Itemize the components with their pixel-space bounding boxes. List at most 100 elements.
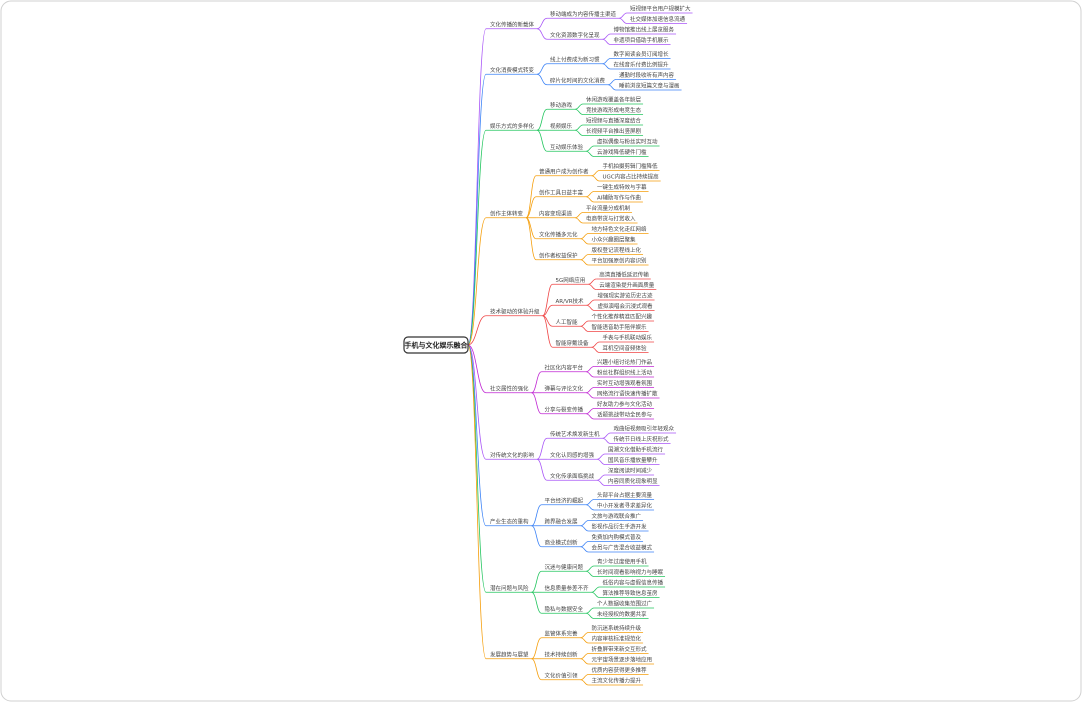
topic-label: 5G网络应用: [556, 276, 586, 284]
topic-link: [607, 84, 617, 91]
leaf-label: 元宇宙场景逐步落地应用: [592, 656, 653, 664]
leaf-label: 小众兴趣圈层聚集: [592, 236, 637, 244]
topic-label: 普通用户成为创作者: [539, 167, 589, 175]
leaf-label: 免费加内购模式普及: [592, 533, 642, 541]
leaf-label: 头部平台占据主要流量: [597, 491, 653, 499]
topic-label: 智能穿戴设备: [556, 339, 590, 347]
leaf-label: 云端渲染提升画面质量: [599, 281, 655, 289]
topic-label: 文化传承面临挑战: [550, 472, 595, 480]
leaf-label: 竞技游戏形成电竞生态: [586, 106, 642, 114]
topic-label: 人工智能: [556, 318, 579, 326]
topic-label: 跨界融合发展: [545, 517, 579, 525]
topic-label: 文化价值引领: [545, 671, 579, 679]
leaf-label: 云游戏降低硬件门槛: [597, 148, 647, 156]
branch-link: [531, 637, 542, 660]
root-link: [467, 217, 487, 346]
root-link: [467, 315, 487, 346]
branch-label: 对传统文化的影响: [490, 451, 535, 459]
topic-link: [580, 658, 589, 665]
topic-link: [585, 150, 595, 157]
topic-link: [596, 458, 606, 465]
leaf-label: 睡前浏览短篇文章与漫画: [619, 82, 680, 90]
topic-label: 移动游戏: [550, 101, 573, 109]
leaf-label: 通勤时段收听有声内容: [619, 71, 675, 79]
topic-link: [574, 108, 584, 115]
topic-link: [602, 38, 611, 45]
leaf-label: 粉丝社群组织线上活动: [597, 369, 653, 377]
branch-link: [542, 304, 553, 317]
leaf-label: 戏曲短视频吸引年轻观众: [614, 425, 675, 433]
topic-link: [580, 679, 589, 686]
branch-label: 娱乐方式的多样化: [490, 122, 535, 130]
branch-link: [536, 17, 548, 30]
leaf-label: 会员与广告混合收益模式: [592, 544, 653, 552]
leaf-label: 中小开发者寻求差异化: [597, 502, 653, 510]
leaf-label: 好友助力参与文化活动: [597, 400, 653, 408]
branch-link: [525, 175, 537, 219]
topic-label: 监管体系完善: [545, 629, 579, 637]
branch-label: 技术驱动的体验升级: [490, 307, 540, 315]
root-link: [467, 129, 487, 346]
branch-label: 创作主体转变: [490, 209, 524, 217]
leaf-label: 手机拍摄剪辑门槛降低: [603, 162, 659, 170]
branch-link: [531, 504, 542, 527]
links: [467, 12, 693, 686]
leaf-label: 手表与手机联动娱乐: [603, 334, 653, 342]
topic-label: 商业模式创新: [545, 538, 579, 546]
topic-label: 平台经济的崛起: [545, 496, 584, 504]
root-link: [467, 344, 487, 527]
leaf-label: 话题挑战带动全民参与: [597, 411, 652, 419]
topic-label: 技术持续创新: [545, 650, 579, 658]
topic-link: [580, 259, 589, 266]
topic-link: [585, 504, 595, 511]
leaf-label: 未经授权的数据共享: [597, 610, 647, 618]
nodes: 文化传播的新载体 移动端成为内容传播主渠道 短视频平台用户规模扩大社交媒体加速信息流…: [490, 5, 691, 685]
topic-label: 弹幕与评论文化: [545, 384, 584, 392]
branch-link: [525, 196, 537, 219]
leaf-label: 平台加强原创内容识别: [592, 257, 647, 265]
topic-label: 沉迷与健康问题: [545, 563, 584, 571]
branch-link: [542, 315, 553, 348]
branch-link: [531, 525, 542, 548]
leaf-label: 国风音乐播放量攀升: [608, 456, 658, 464]
topic-link: [596, 479, 606, 486]
topic-link: [591, 175, 600, 182]
topic-label: 社区化内容平台: [545, 363, 584, 371]
leaf-label: 虚拟演唱会沉浸式观看: [598, 302, 654, 310]
leaf-label: AI辅助写作与作曲: [597, 194, 641, 202]
leaf-label: 实时互动增强观看氛围: [597, 379, 653, 387]
branch-label: 潜在问题与风险: [490, 584, 529, 592]
leaf-label: 国潮文化借助手机流行: [608, 446, 664, 454]
root-label: 手机与文化娱乐融合: [405, 341, 469, 350]
topic-link: [602, 63, 611, 70]
topic-link: [585, 413, 595, 420]
branch-label: 产业生态的重构: [490, 517, 529, 525]
leaf-label: 影视作品衍生手游开发: [592, 523, 648, 531]
topic-link: [580, 238, 589, 245]
leaf-label: 网络流行语快速传播扩散: [597, 390, 658, 398]
branch-label: 发展趋势与展望: [490, 650, 529, 658]
root-link: [467, 344, 487, 460]
branch-link: [542, 283, 553, 317]
leaf-label: 内容审核标准规范化: [592, 635, 642, 643]
root-link: [467, 73, 487, 346]
leaf-label: 青少年过度使用手机: [597, 558, 647, 566]
leaf-label: 长时间观看影响视力与睡眠: [597, 568, 664, 576]
topic-label: AR/VR技术: [556, 297, 585, 305]
topic-label: 文化传播多元化: [539, 230, 578, 238]
leaf-label: 个性化推荐精准匹配兴趣: [592, 313, 653, 321]
leaf-label: 数字阅读会员订阅增长: [614, 50, 670, 58]
topic-label: 创作工具日益丰富: [539, 188, 584, 196]
leaf-label: 个人数据收集范围过广: [597, 600, 653, 608]
topic-link: [585, 612, 595, 619]
topic-link: [585, 196, 595, 203]
topic-label: 移动端成为内容传播主渠道: [550, 10, 617, 18]
branch-link: [536, 28, 548, 40]
topic-link: [580, 546, 589, 553]
branch-link: [536, 63, 548, 75]
leaf-label: 长视频平台推出竖屏剧: [586, 127, 642, 135]
branch-link: [536, 437, 548, 460]
